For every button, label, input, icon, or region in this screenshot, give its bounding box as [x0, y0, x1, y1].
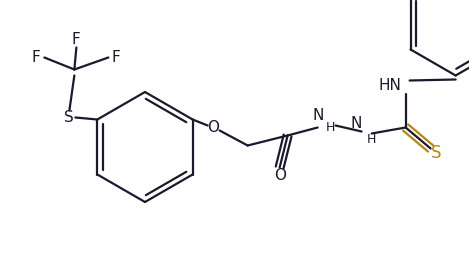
Text: O: O	[207, 120, 219, 135]
Text: H: H	[325, 121, 335, 134]
Text: N: N	[312, 107, 324, 122]
Text: H: H	[367, 133, 376, 146]
Text: HN: HN	[378, 78, 401, 93]
Text: S: S	[431, 143, 441, 161]
Text: F: F	[112, 50, 121, 65]
Text: F: F	[32, 50, 41, 65]
Text: S: S	[65, 110, 74, 125]
Text: N: N	[350, 117, 362, 132]
Text: O: O	[273, 168, 286, 183]
Text: F: F	[72, 32, 81, 47]
